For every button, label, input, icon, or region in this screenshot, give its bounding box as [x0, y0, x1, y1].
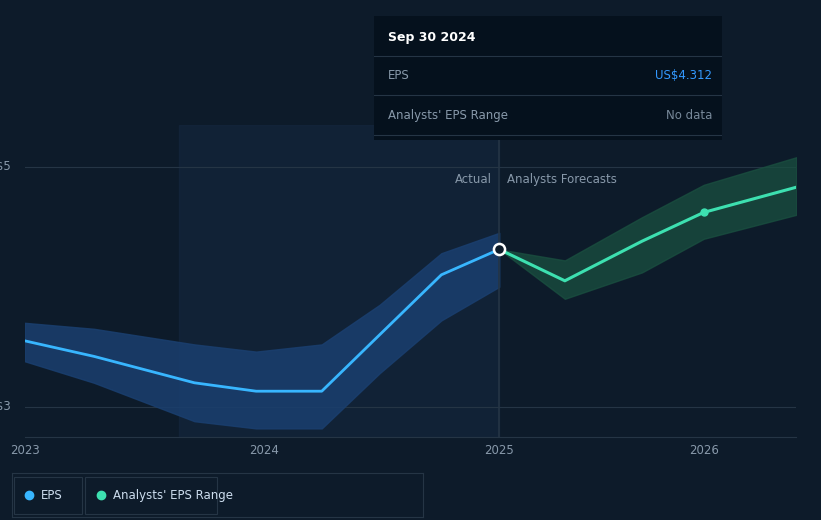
- Text: Analysts' EPS Range: Analysts' EPS Range: [112, 489, 233, 502]
- Text: No data: No data: [666, 109, 712, 122]
- Text: Actual: Actual: [455, 173, 492, 186]
- Bar: [179, 125, 499, 437]
- Text: EPS: EPS: [41, 489, 62, 502]
- FancyBboxPatch shape: [85, 477, 217, 514]
- Text: EPS: EPS: [388, 69, 409, 82]
- Text: Analysts Forecasts: Analysts Forecasts: [507, 173, 617, 186]
- Text: Analysts' EPS Range: Analysts' EPS Range: [388, 109, 507, 122]
- Text: US$4.312: US$4.312: [655, 69, 712, 82]
- Text: US$3: US$3: [0, 400, 11, 413]
- Text: Sep 30 2024: Sep 30 2024: [388, 31, 475, 44]
- Text: US$5: US$5: [0, 160, 11, 173]
- FancyBboxPatch shape: [15, 477, 82, 514]
